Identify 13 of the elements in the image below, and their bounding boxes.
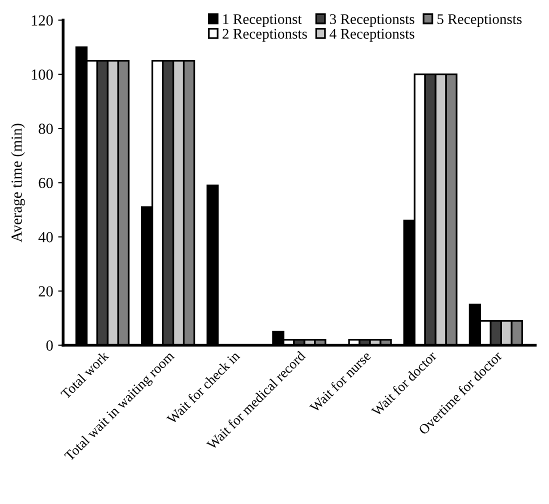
y-tick-label: 80 bbox=[38, 124, 53, 134]
y-tick-label: 40 bbox=[38, 232, 53, 242]
y-tick-label: 60 bbox=[38, 178, 53, 188]
legend-label: 5 Receptionsts bbox=[438, 14, 522, 28]
y-tick-label: 0 bbox=[46, 340, 53, 351]
legend-label: 2 Receptionsts bbox=[222, 28, 307, 42]
legend-label: 1 Receptionst bbox=[223, 14, 302, 28]
y-tick-label: 100 bbox=[32, 69, 53, 80]
legend-label: 4 Receptionsts bbox=[330, 28, 414, 42]
legend-label: 3 Receptionsts bbox=[330, 14, 414, 28]
y-tick-label: 20 bbox=[38, 286, 53, 297]
y-axis-title: Average time (min) bbox=[11, 124, 25, 242]
y-tick-label: 120 bbox=[32, 15, 53, 26]
